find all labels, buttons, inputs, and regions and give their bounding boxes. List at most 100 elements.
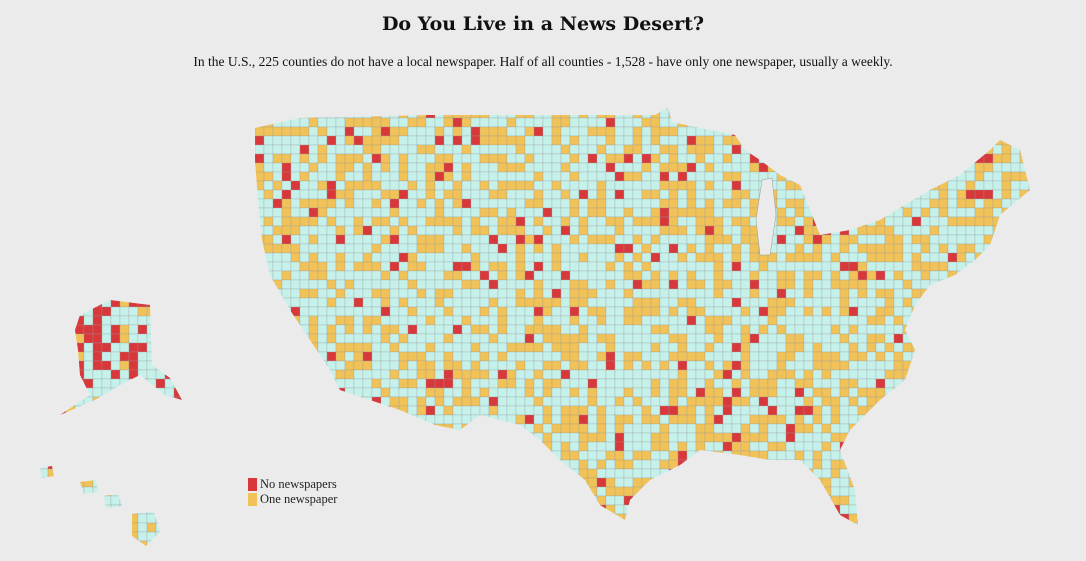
county — [281, 126, 292, 137]
county — [200, 198, 211, 209]
county — [191, 486, 202, 497]
county — [479, 324, 490, 335]
county — [470, 432, 481, 443]
county — [767, 369, 778, 380]
county — [686, 171, 697, 182]
county — [794, 216, 805, 227]
county — [605, 189, 616, 200]
county — [389, 189, 400, 200]
county — [335, 477, 346, 488]
county — [110, 135, 121, 146]
county — [83, 396, 94, 407]
county — [245, 396, 256, 407]
county — [335, 261, 346, 272]
county — [893, 459, 904, 470]
county — [560, 117, 571, 128]
county — [254, 450, 265, 461]
county — [299, 252, 310, 263]
county — [965, 126, 976, 137]
county — [956, 459, 967, 470]
county — [272, 324, 283, 335]
county — [1038, 478, 1047, 487]
county — [785, 369, 796, 380]
county — [335, 297, 346, 308]
county — [416, 279, 427, 290]
county — [641, 144, 652, 155]
county — [407, 108, 418, 110]
county — [362, 468, 373, 479]
county — [758, 378, 769, 389]
county — [470, 423, 481, 434]
county — [182, 153, 193, 164]
county — [974, 108, 985, 110]
county — [119, 306, 130, 317]
county — [335, 153, 346, 164]
county — [578, 405, 589, 416]
county — [668, 243, 679, 254]
county — [524, 171, 535, 182]
county — [407, 405, 418, 416]
county — [578, 108, 589, 110]
county — [677, 153, 688, 164]
county — [587, 477, 598, 488]
county — [30, 298, 39, 307]
county — [371, 108, 382, 110]
county — [758, 333, 769, 344]
county — [614, 243, 625, 254]
county — [866, 126, 877, 137]
county — [209, 261, 220, 272]
county — [920, 234, 931, 245]
county — [569, 369, 580, 380]
county — [308, 216, 319, 227]
county — [380, 270, 391, 281]
county — [614, 216, 625, 227]
county — [200, 225, 211, 236]
county — [866, 477, 877, 488]
county — [200, 297, 211, 308]
county — [416, 162, 427, 173]
county — [182, 360, 193, 371]
county — [317, 117, 328, 128]
county — [479, 108, 490, 110]
county — [641, 378, 652, 389]
county — [200, 342, 211, 353]
county — [875, 297, 886, 308]
county — [902, 432, 913, 443]
county — [875, 288, 886, 299]
county — [596, 234, 607, 245]
county — [398, 333, 409, 344]
county — [713, 486, 724, 497]
county — [380, 117, 391, 128]
county — [1028, 306, 1030, 317]
county — [632, 153, 643, 164]
county — [380, 252, 391, 263]
county — [533, 180, 544, 191]
county — [488, 477, 499, 488]
county — [119, 279, 130, 290]
county — [128, 207, 139, 218]
county — [30, 253, 39, 262]
county — [848, 225, 859, 236]
county — [488, 288, 499, 299]
county — [785, 198, 796, 209]
county — [740, 369, 751, 380]
county — [686, 126, 697, 137]
county — [704, 180, 715, 191]
county — [677, 207, 688, 218]
county — [470, 261, 481, 272]
county — [938, 369, 949, 380]
county — [542, 423, 553, 434]
county — [1010, 486, 1021, 497]
county — [470, 405, 481, 416]
county — [362, 414, 373, 425]
county — [137, 342, 148, 353]
county — [839, 459, 850, 470]
county — [263, 432, 274, 443]
county — [461, 387, 472, 398]
county — [515, 360, 526, 371]
county — [380, 360, 391, 371]
county — [1038, 118, 1047, 127]
county — [911, 342, 922, 353]
county — [344, 180, 355, 191]
county — [803, 342, 814, 353]
